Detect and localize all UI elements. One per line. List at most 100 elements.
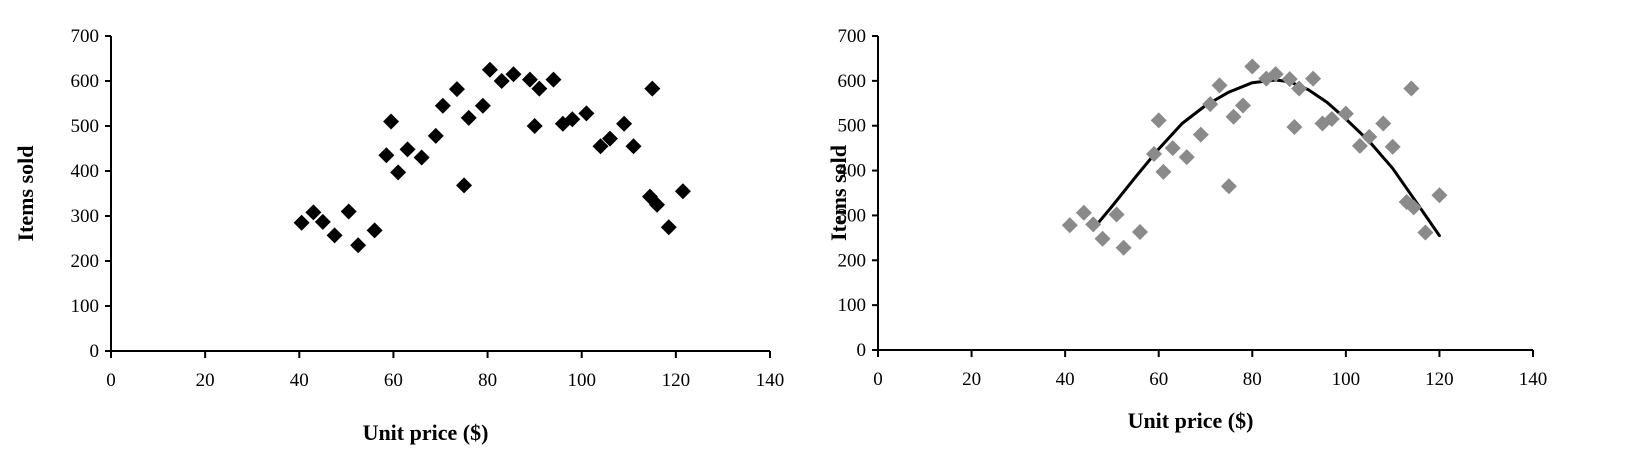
data-point-diamond: [1164, 140, 1181, 157]
x-tick-label: 120: [1425, 369, 1454, 390]
y-tick-label: 700: [838, 26, 867, 47]
data-point-diamond: [481, 61, 498, 78]
y-tick-label: 300: [838, 205, 867, 226]
data-point-diamond: [564, 111, 581, 128]
x-tick-label: 20: [196, 370, 215, 391]
data-point-diamond: [1108, 206, 1125, 223]
data-point-diamond: [1417, 224, 1434, 241]
x-tick-label: 100: [1332, 369, 1361, 390]
data-point-diamond: [1431, 187, 1448, 204]
data-point-diamond: [378, 147, 395, 164]
x-tick-label: 0: [106, 370, 116, 391]
data-point-diamond: [505, 66, 522, 83]
data-point-diamond: [1281, 71, 1298, 88]
scatter-chart-right: 0 100 200 300 400 500 600 700 0 20 40 60 80 100 120 140…: [830, 0, 1642, 472]
data-point-diamond: [1286, 119, 1303, 136]
y-tick-label: 600: [71, 71, 100, 92]
y-tick-label: 500: [71, 116, 100, 137]
data-point-diamond: [413, 149, 430, 166]
y-tick-label: 700: [71, 26, 100, 47]
data-point-diamond: [578, 105, 595, 122]
x-tick-label: 80: [1243, 369, 1262, 390]
data-point-diamond: [1314, 115, 1331, 132]
data-point-diamond: [493, 73, 510, 89]
data-point-diamond: [1132, 224, 1148, 241]
data-point-diamond: [1202, 96, 1219, 113]
x-tick-label: 60: [1149, 369, 1168, 390]
data-point-diamond: [1403, 80, 1420, 97]
x-tick-label: 40: [290, 370, 309, 391]
data-point-diamond: [1146, 145, 1163, 162]
data-point-diamond: [340, 203, 357, 220]
data-point-diamond: [1085, 216, 1102, 233]
data-point-diamond: [434, 97, 451, 114]
data-point-diamond: [526, 118, 543, 134]
data-point-diamond: [1305, 70, 1322, 87]
y-tick-label: 0: [90, 341, 100, 362]
data-point-diamond: [1155, 163, 1172, 180]
x-tick-label: 80: [478, 370, 497, 391]
data-point-diamond: [474, 97, 491, 114]
data-point-diamond: [649, 196, 666, 213]
data-point-diamond: [448, 81, 465, 98]
x-axis-title: Unit price ($): [363, 420, 489, 445]
y-tick-label: 500: [838, 116, 867, 137]
x-tick-label: 140: [756, 370, 785, 391]
data-point-diamond: [625, 138, 642, 155]
data-point-diamond: [1075, 204, 1092, 221]
data-point-diamond: [1061, 217, 1078, 234]
data-point-diamond: [427, 127, 444, 144]
data-point-diamond: [545, 71, 562, 88]
data-point-diamond: [1323, 110, 1340, 127]
data-point-diamond: [674, 183, 691, 200]
data-point-diamond: [1351, 137, 1368, 154]
y-tick-label: 100: [71, 296, 100, 317]
data-point-diamond: [1337, 105, 1354, 122]
x-axis-title: Unit price ($): [1128, 408, 1254, 433]
data-point-diamond: [293, 214, 310, 231]
data-point-diamond: [350, 237, 367, 254]
y-axis-title: Items sold: [830, 145, 851, 241]
data-point-diamond: [1244, 58, 1261, 75]
x-tick-label: 20: [962, 369, 981, 390]
data-point-diamond: [1225, 108, 1242, 125]
x-tick-label: 40: [1056, 369, 1075, 390]
x-tick-label: 60: [384, 370, 403, 391]
scatter-chart-left: 0 100 200 300 400 500 600 700 0 20 40 60 80 100 120 140…: [13, 26, 785, 445]
data-point-diamond: [399, 141, 416, 158]
data-point-diamond: [531, 80, 548, 97]
data-point-diamond: [390, 164, 407, 181]
data-point-diamond: [1178, 149, 1195, 166]
data-point-diamond: [326, 227, 343, 244]
x-tick-label: 0: [873, 369, 883, 390]
data-point-diamond: [1267, 66, 1284, 83]
data-point-diamond: [456, 177, 473, 194]
y-tick-label: 200: [71, 251, 100, 272]
y-tick-label: 0: [857, 340, 867, 361]
y-tick-label: 200: [838, 250, 867, 271]
data-point-diamond: [1291, 80, 1308, 97]
data-point-diamond: [1384, 138, 1401, 155]
data-point-diamond: [305, 204, 322, 221]
data-point-diamond: [1150, 112, 1167, 129]
data-point-diamond: [1361, 128, 1378, 145]
data-point-diamond: [1375, 115, 1392, 132]
y-tick-label: 400: [71, 161, 100, 182]
data-point-diamond: [314, 213, 331, 230]
scatter-chart-right-svg: 0 100 200 300 400 500 600 700 0 20 40 60 80 100 120 140…: [830, 26, 1548, 433]
data-point-diamond: [460, 109, 477, 126]
y-tick-label: 100: [838, 295, 867, 316]
x-tick-label: 140: [1519, 369, 1548, 390]
data-point-diamond: [616, 115, 633, 132]
data-point-diamond: [1220, 178, 1237, 195]
data-point-diamond: [644, 80, 661, 97]
data-point-diamond: [383, 113, 400, 130]
data-point-diamond: [1094, 230, 1111, 247]
data-point-diamond: [1234, 97, 1251, 114]
scatter-chart-left-svg: 0 100 200 300 400 500 600 700 0 20 40 60 80 100 120 140…: [13, 26, 785, 445]
x-tick-label: 100: [567, 370, 596, 391]
y-tick-label: 600: [838, 71, 867, 92]
data-point-diamond: [592, 138, 609, 155]
y-axis-title: Items sold: [13, 146, 38, 242]
data-point-diamond: [660, 219, 677, 236]
